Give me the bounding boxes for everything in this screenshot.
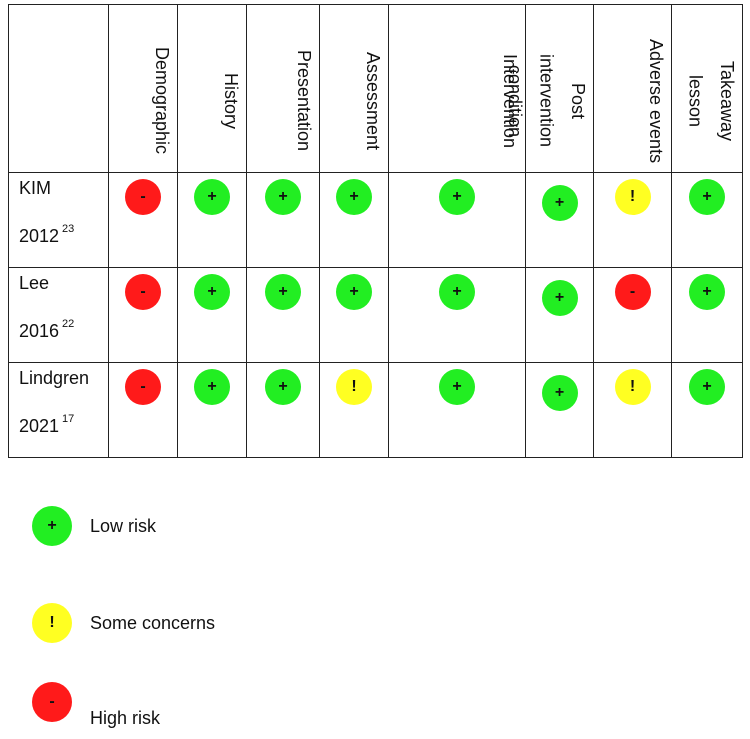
judgement-dot: +: [265, 179, 301, 215]
study-row: Lee 2016 22 - + + + + + - +: [8, 267, 743, 363]
study-year: 2012 23: [19, 223, 75, 246]
judgement-dot: +: [194, 369, 230, 405]
legend-label: Some concerns: [90, 613, 216, 633]
judgement-dot: !: [336, 369, 372, 405]
legend-label: High risk: [90, 708, 161, 728]
column-header-adverse-events: Adverse events: [593, 4, 672, 173]
judgement-dot: +: [194, 274, 230, 310]
judgement-dot: +: [439, 179, 475, 215]
column-header-history: History: [177, 4, 247, 173]
study-name: Lee: [19, 273, 50, 293]
judgement-dot: !: [614, 179, 651, 215]
judgement-dot: !: [614, 369, 651, 405]
study-row: KIM 2012 23 - + + + + + ! +: [8, 172, 743, 268]
study-row: Lindgren 2021 17 - + + ! + + ! +: [8, 362, 743, 458]
judgement-dot: +: [265, 369, 301, 405]
legend-dot-some: !: [32, 603, 72, 643]
column-header-takeaway-lesson: Takeaway lesson: [671, 4, 743, 173]
study-cell: KIM 2012 23: [8, 172, 109, 268]
column-header-demographic: Demographic: [108, 4, 178, 173]
study-year: 2021 17: [19, 413, 75, 436]
judgement-dot: -: [125, 179, 161, 215]
judgement-dot: +: [541, 375, 578, 411]
study-cell: Lindgren 2021 17: [8, 362, 109, 458]
judgement-dot: -: [125, 274, 161, 310]
judgement-dot: +: [689, 179, 725, 215]
judgement-dot: -: [125, 369, 161, 405]
study-cell: Lee 2016 22: [8, 267, 109, 363]
legend-dot-high: -: [32, 682, 72, 722]
legend-dot-low: +: [32, 506, 72, 546]
column-header-post-intervention-condition: Post intervention condition: [505, 4, 594, 173]
judgement-dot: -: [614, 274, 651, 310]
judgement-dot: +: [336, 274, 372, 310]
judgement-dot: +: [689, 274, 725, 310]
judgement-dot: +: [439, 274, 475, 310]
judgement-dot: +: [541, 280, 578, 316]
risk-of-bias-table: Demographic History Presentation Assessm…: [8, 4, 743, 458]
judgement-dot: +: [194, 179, 230, 215]
header-corner-cell: [8, 4, 109, 173]
judgement-dot: +: [265, 274, 301, 310]
column-header-assessment: Assessment: [319, 4, 389, 173]
judgement-dot: +: [439, 369, 475, 405]
reference-number: 17: [62, 413, 75, 425]
judgement-dot: +: [541, 185, 578, 221]
reference-number: 23: [62, 223, 75, 235]
study-name: Lindgren: [19, 368, 90, 388]
reference-number: 22: [62, 318, 75, 330]
study-name: KIM: [19, 178, 52, 198]
judgement-dot: +: [689, 369, 725, 405]
column-header-presentation: Presentation: [246, 4, 320, 173]
legend-label: Low risk: [90, 516, 157, 536]
header-row: Demographic History Presentation Assessm…: [8, 4, 743, 173]
study-year: 2016 22: [19, 318, 75, 341]
judgement-dot: +: [336, 179, 372, 215]
column-header-intervention: Intervention: [388, 4, 526, 173]
